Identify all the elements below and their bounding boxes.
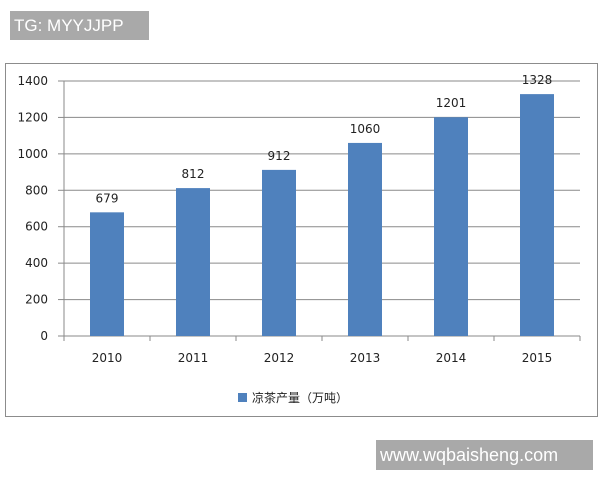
bar-2012 [262,169,296,336]
data-label: 1201 [436,96,467,110]
x-tick-label: 2014 [436,351,467,365]
data-label: 912 [268,149,291,163]
bar-2013 [348,142,382,336]
data-label: 679 [96,191,119,205]
y-tick-label: 800 [25,183,48,197]
x-tick-label: 2012 [264,351,295,365]
bar-2010 [90,212,124,336]
bar-2014 [434,117,468,336]
data-label: 1328 [522,73,553,87]
watermark-top: TG: MYYJJPP [10,11,149,40]
legend-label: 凉茶产量（万吨） [252,390,348,405]
x-tick-label: 2013 [350,351,381,365]
y-tick-label: 1400 [17,74,48,88]
x-tick-label: 2010 [92,351,123,365]
y-tick-label: 600 [25,220,48,234]
bar-2011 [176,188,210,336]
watermark-bottom: www.wqbaisheng.com [376,440,593,470]
data-label: 812 [182,167,205,181]
y-tick-label: 1000 [17,147,48,161]
y-tick-label: 1200 [17,110,48,124]
legend-swatch [238,393,247,402]
bar-2015 [520,94,554,336]
data-label: 1060 [350,122,381,136]
y-tick-label: 200 [25,293,48,307]
y-tick-label: 400 [25,256,48,270]
x-tick-label: 2011 [178,351,209,365]
x-tick-label: 2015 [522,351,553,365]
chart-frame [5,63,598,417]
y-tick-label: 0 [40,329,48,343]
